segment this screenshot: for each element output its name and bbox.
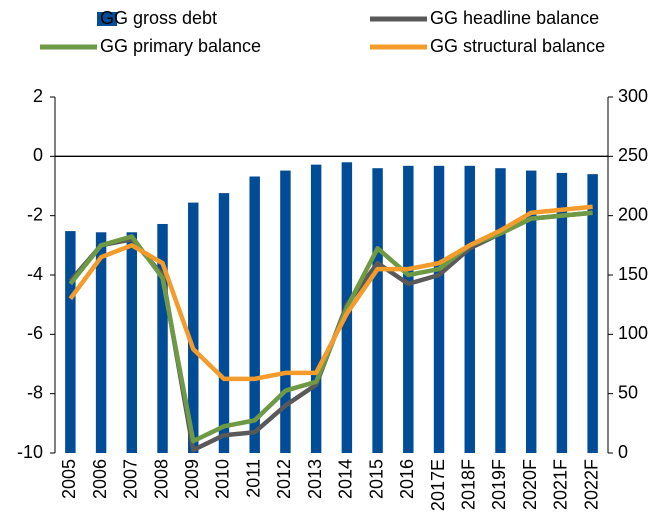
x-tick-label: 2014 [336,459,356,499]
legend-label: GG structural balance [430,36,605,56]
x-tick-label: 2007 [121,459,141,499]
legend-label: GG primary balance [100,36,261,56]
bar [464,165,475,453]
x-tick-label: 2020F [520,459,540,510]
bar [95,232,107,453]
line [68,210,593,453]
x-tick-label: 2015 [366,459,386,499]
y-tick-label: 2 [33,86,43,106]
line [68,204,593,382]
bar [433,165,445,453]
bar [188,202,199,453]
legend-label: GG headline balance [430,8,599,28]
y-tick-label: -2 [27,204,43,224]
bar [218,193,230,453]
x-tick-label: 2022F [581,459,601,510]
legend-label: GG gross debt [100,8,217,28]
x-tick-label: 2005 [59,459,79,499]
x-tick-label: 2008 [151,459,171,499]
x-tick-label: 2013 [305,459,325,499]
legend-swatch [97,12,117,26]
x-tick-label: 2016 [397,459,417,499]
x-tick-label: 2011 [243,459,263,498]
bar [65,231,76,453]
bar [525,170,537,453]
y-tick-label: -6 [27,323,43,343]
x-tick-label: 2006 [90,459,110,499]
x-tick-label: 2021F [551,459,571,510]
x-tick-label: 2012 [274,459,294,499]
y2-tick-label: 50 [618,382,638,402]
y-tick-label: 0 [33,145,43,165]
bar [495,168,506,453]
x-tick-label: 2019F [489,459,509,510]
y2-tick-label: 0 [618,442,628,462]
x-tick-label: 2010 [213,459,233,499]
x-tick-label: 2009 [182,459,202,499]
x-tick-label: 2018F [459,459,479,510]
bar [372,168,383,453]
bar [280,170,291,453]
x-tick-label: 2017E [428,459,448,511]
y2-tick-label: 200 [618,204,648,224]
y-tick-label: -10 [17,442,43,462]
y2-tick-label: 250 [618,145,648,165]
bar [249,176,260,454]
y2-tick-label: 300 [618,86,648,106]
bar [587,174,598,453]
bar [556,172,568,454]
bar [126,232,138,453]
y-tick-label: -4 [27,264,43,284]
line [68,210,593,444]
y2-tick-label: 150 [618,264,648,284]
bar [157,223,168,453]
y-tick-label: -8 [27,382,43,402]
y2-tick-label: 100 [618,323,648,343]
bar [310,164,322,453]
bar [403,165,414,453]
